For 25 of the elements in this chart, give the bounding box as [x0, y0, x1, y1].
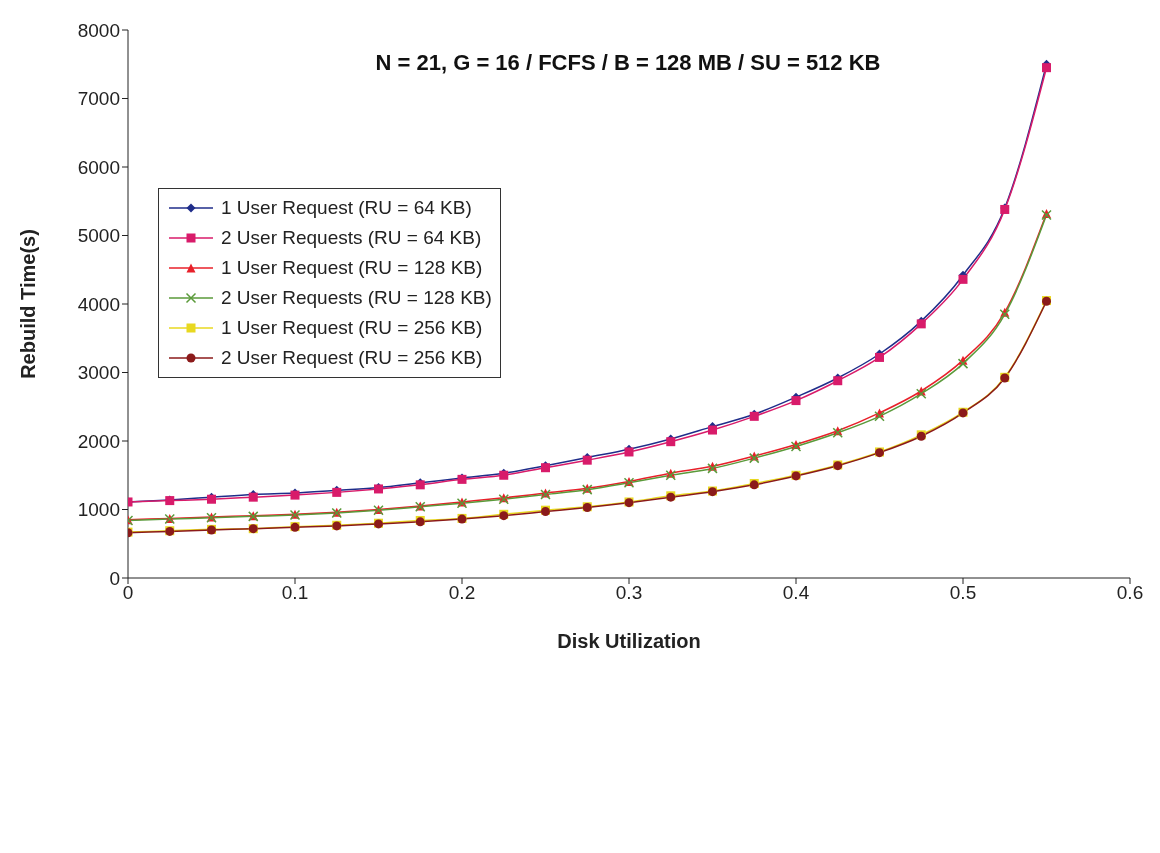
legend-label: 2 User Requests (RU = 128 KB): [221, 287, 492, 309]
x-axis-title: Disk Utilization: [557, 630, 701, 652]
y-tick-label: 2000: [77, 430, 120, 452]
y-axis-title: Rebuild Time(s): [17, 229, 40, 379]
legend-label: 2 User Requests (RU = 64 KB): [221, 227, 482, 249]
text: N = 21, G = 16 / FCFS / B = 128 MB / SU = 512 KB: [374, 50, 882, 76]
x-tick-label: 0.2: [448, 582, 476, 604]
legend-label: 1 User Request (RU = 128 KB): [221, 257, 483, 279]
y-tick-label: 4000: [77, 293, 120, 315]
x-tick-label: 0.6: [1116, 582, 1144, 604]
x-tick-label: 0.5: [949, 582, 977, 604]
y-tick-label: 3000: [77, 362, 120, 384]
x-tick-label: 0: [122, 582, 134, 604]
y-tick-label: 7000: [77, 88, 120, 110]
legend-label: 1 User Request (RU = 64 KB): [221, 197, 472, 219]
y-tick-label: 6000: [77, 156, 120, 178]
y-tick-label: 0: [109, 567, 120, 589]
y-tick-label: 5000: [77, 225, 120, 247]
y-tick-label: 1000: [77, 499, 120, 521]
x-tick-label: 0.4: [782, 582, 810, 604]
legend-label: 1 User Request (RU = 256 KB): [221, 317, 483, 339]
y-tick-label: 8000: [77, 19, 120, 41]
legend-label: 2 User Request (RU = 256 KB): [221, 347, 483, 369]
x-tick-label: 0.1: [281, 582, 309, 604]
x-tick-label: 0.3: [615, 582, 643, 604]
